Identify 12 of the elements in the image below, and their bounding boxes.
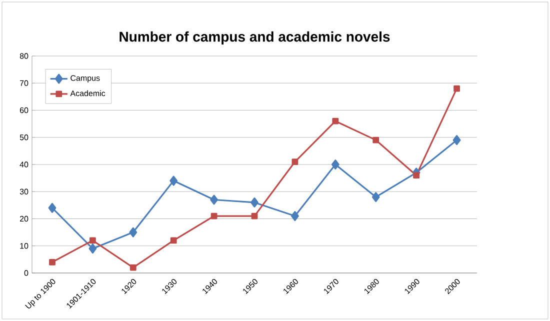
y-tick-label: 10 [20, 243, 28, 249]
y-tick-label: 30 [20, 188, 28, 194]
y-tick-label: 40 [20, 162, 28, 168]
y-tick-label: 60 [20, 107, 28, 114]
legend-label: Campus [70, 75, 100, 82]
y-tick-label: 20 [20, 216, 28, 222]
chart-title: Number of campus and academic novels [120, 31, 390, 44]
y-tick-label: 80 [20, 53, 28, 59]
y-tick-label: 50 [20, 134, 28, 140]
legend-label: Academic [70, 90, 106, 96]
y-tick-label: 0 [24, 270, 28, 276]
y-tick-label: 70 [20, 80, 28, 86]
